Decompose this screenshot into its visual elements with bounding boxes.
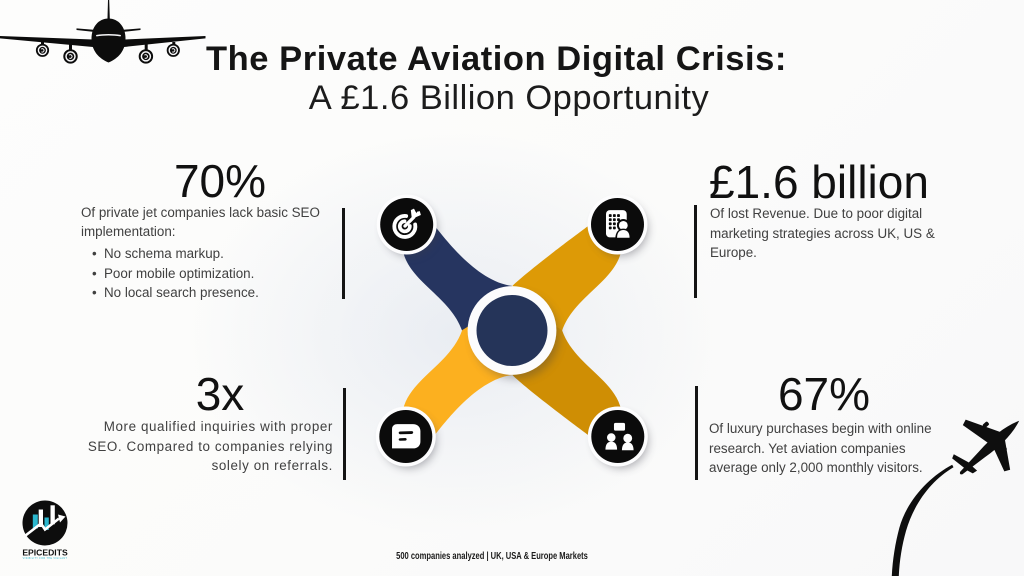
svg-text:EPICEDITS: EPICEDITS	[22, 548, 68, 558]
svg-text:VISIBILITY FOR THE VIGILANT: VISIBILITY FOR THE VIGILANT	[23, 557, 68, 560]
